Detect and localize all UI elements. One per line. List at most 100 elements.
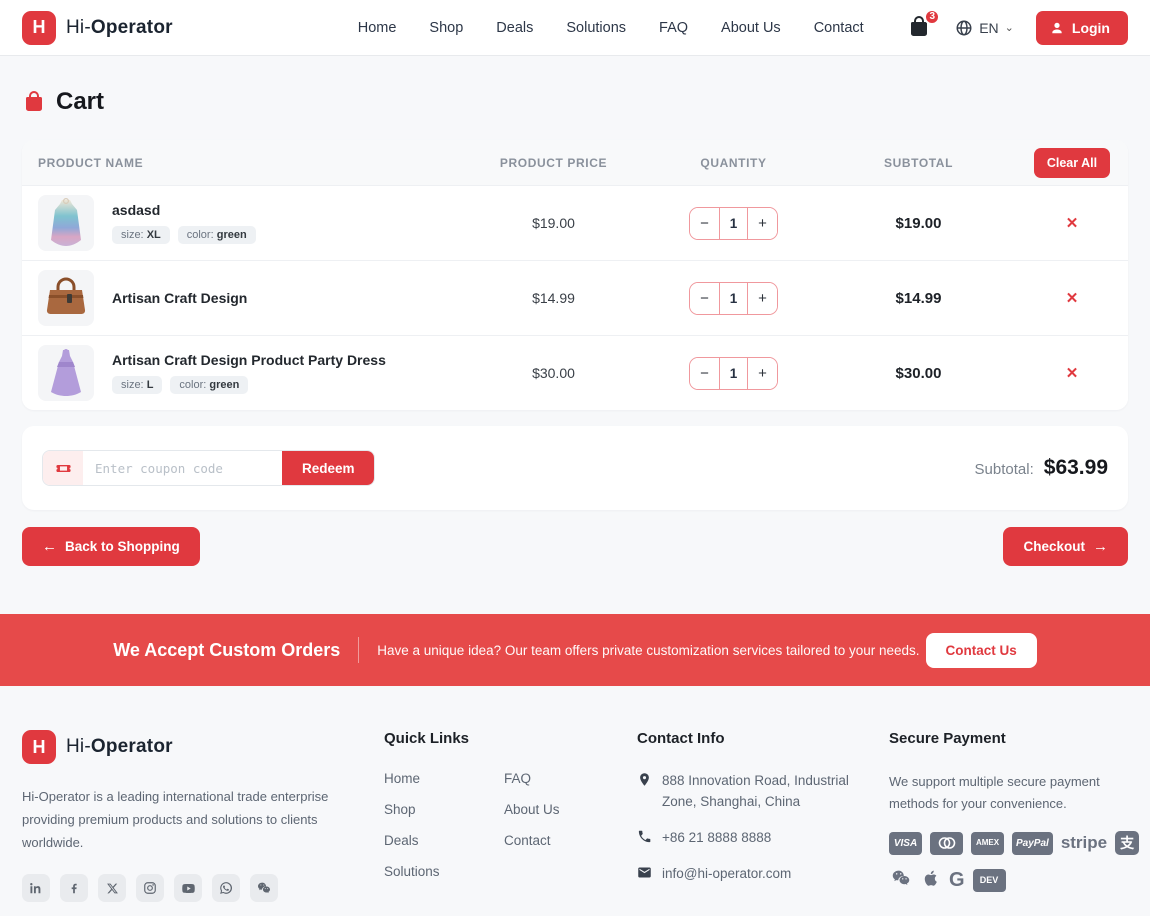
- wechat-icon[interactable]: [250, 874, 278, 903]
- email-item[interactable]: info@hi-operator.com: [637, 864, 889, 885]
- product-price: $19.00: [532, 215, 575, 231]
- main-nav: Home Shop Deals Solutions FAQ About Us C…: [358, 20, 864, 36]
- language-selector[interactable]: EN ⌄: [955, 19, 1014, 37]
- address-item: 888 Innovation Road, Industrial Zone, Sh…: [637, 771, 889, 813]
- checkout-button[interactable]: Checkout →: [1003, 527, 1128, 566]
- google-pay-icon: G: [949, 869, 965, 892]
- left-arrow-icon: ←: [42, 538, 57, 555]
- contact-us-button[interactable]: Contact Us: [925, 632, 1037, 668]
- product-image-party-dress: [38, 345, 94, 401]
- quantity-stepper: − 1 +: [689, 281, 778, 315]
- footer-link-contact[interactable]: Contact: [504, 833, 551, 848]
- right-arrow-icon: →: [1093, 538, 1108, 555]
- brand-name: Hi-Operator: [66, 16, 173, 38]
- product-price: $30.00: [532, 365, 575, 381]
- qty-increase-button[interactable]: +: [748, 357, 777, 389]
- remove-item-button[interactable]: ✕: [1065, 365, 1079, 382]
- qty-increase-button[interactable]: +: [748, 207, 777, 239]
- phone-item[interactable]: +86 21 8888 8888: [637, 828, 889, 849]
- login-button[interactable]: Login: [1035, 10, 1128, 45]
- banner-divider: [358, 637, 360, 663]
- col-subtotal: SUBTOTAL: [883, 155, 954, 170]
- facebook-icon[interactable]: [60, 874, 88, 903]
- footer-quick-links-col: Quick Links Home Shop Deals Solutions FA…: [384, 730, 637, 906]
- coupon-input[interactable]: [83, 451, 283, 485]
- nav-shop[interactable]: Shop: [429, 19, 464, 36]
- contact-info-title: Contact Info: [637, 730, 725, 747]
- coupon-ticket-icon: [43, 451, 83, 485]
- back-to-shopping-button[interactable]: ← Back to Shopping: [22, 527, 200, 566]
- footer-link-deals[interactable]: Deals: [384, 833, 419, 848]
- product-image-handbag: [38, 270, 94, 326]
- product-name[interactable]: Artisan Craft Design: [112, 290, 248, 306]
- chevron-down-icon: ⌄: [1004, 22, 1014, 34]
- whatsapp-icon[interactable]: [212, 874, 240, 903]
- color-tag: color: green: [177, 226, 256, 244]
- nav-about-us[interactable]: About Us: [721, 19, 781, 36]
- nav-contact[interactable]: Contact: [813, 19, 864, 36]
- qty-decrease-button[interactable]: −: [690, 282, 719, 314]
- secure-payment-title: Secure Payment: [889, 730, 1006, 747]
- cart-table: PRODUCT NAME PRODUCT PRICE QUANTITY SUBT…: [22, 140, 1128, 410]
- footer-link-solutions[interactable]: Solutions: [384, 864, 440, 879]
- footer-link-faq[interactable]: FAQ: [504, 771, 532, 786]
- header: H Hi-Operator Home Shop Deals Solutions …: [0, 0, 1150, 56]
- language-label: EN: [979, 19, 999, 36]
- quantity-stepper: − 1 +: [689, 206, 778, 240]
- banner-text: Have a unique idea? Our team offers priv…: [377, 642, 920, 658]
- quick-links-title: Quick Links: [384, 730, 470, 747]
- linkedin-icon[interactable]: [22, 874, 50, 903]
- subtotal-value: $63.99: [1043, 456, 1108, 479]
- qty-decrease-button[interactable]: −: [690, 207, 719, 239]
- page-title: Cart: [56, 88, 105, 115]
- product-name[interactable]: asdasd: [112, 202, 161, 218]
- qty-increase-button[interactable]: +: [748, 282, 777, 314]
- paypal-icon: PayPal: [1012, 831, 1053, 855]
- payment-text: We support multiple secure payment metho…: [889, 774, 1100, 812]
- product-image-tie-dye-dress: [38, 195, 94, 251]
- cart-icon[interactable]: 3: [907, 8, 941, 41]
- apple-pay-icon: [921, 867, 941, 894]
- footer-link-home[interactable]: Home: [384, 771, 421, 786]
- footer-logo-icon: H: [22, 730, 56, 764]
- user-icon: [1052, 22, 1062, 33]
- phone-icon: [638, 830, 651, 842]
- youtube-icon[interactable]: [174, 874, 202, 903]
- mastercard-icon: [930, 831, 963, 855]
- dev-icon: DEV: [972, 869, 1006, 893]
- footer: H Hi-Operator Hi-Operator is a leading i…: [0, 686, 1150, 906]
- footer-link-about-us[interactable]: About Us: [504, 802, 560, 817]
- cart-row-2: Artisan Craft Design $14.99 − 1 + $14.99…: [22, 260, 1128, 335]
- remove-item-button[interactable]: ✕: [1065, 215, 1079, 232]
- size-tag: size: XL: [112, 226, 170, 244]
- footer-brand-col: H Hi-Operator Hi-Operator is a leading i…: [22, 730, 384, 906]
- nav-solutions[interactable]: Solutions: [566, 19, 627, 36]
- globe-icon: [956, 20, 972, 35]
- brand-logo[interactable]: H Hi-Operator: [22, 10, 173, 45]
- row-subtotal: $14.99: [895, 289, 942, 307]
- cart-count-badge: 3: [924, 8, 941, 25]
- shopping-bag-icon: [911, 15, 928, 36]
- stripe-icon: stripe: [1060, 833, 1108, 853]
- clear-all-button[interactable]: Clear All: [1033, 147, 1111, 178]
- qty-value: 1: [719, 207, 748, 239]
- footer-link-shop[interactable]: Shop: [384, 802, 416, 817]
- instagram-icon[interactable]: [136, 874, 164, 903]
- x-twitter-icon[interactable]: [98, 874, 126, 903]
- redeem-button[interactable]: Redeem: [282, 451, 374, 485]
- product-name[interactable]: Artisan Craft Design Product Party Dress: [112, 352, 386, 368]
- cart-row-3: Artisan Craft Design Product Party Dress…: [22, 335, 1128, 410]
- amex-icon: AMEX: [971, 831, 1004, 855]
- nav-faq[interactable]: FAQ: [659, 19, 689, 36]
- size-tag: size: L: [112, 376, 163, 394]
- remove-item-button[interactable]: ✕: [1065, 290, 1079, 307]
- nav-deals[interactable]: Deals: [496, 19, 534, 36]
- nav-home[interactable]: Home: [357, 19, 397, 36]
- col-product-name: PRODUCT NAME: [38, 155, 144, 170]
- location-pin-icon: [640, 773, 649, 786]
- qty-decrease-button[interactable]: −: [690, 357, 719, 389]
- col-product-price: PRODUCT PRICE: [499, 155, 608, 170]
- alipay-icon: 支: [1115, 831, 1140, 856]
- footer-brand-name: Hi-Operator: [66, 736, 173, 757]
- row-subtotal: $30.00: [895, 364, 942, 382]
